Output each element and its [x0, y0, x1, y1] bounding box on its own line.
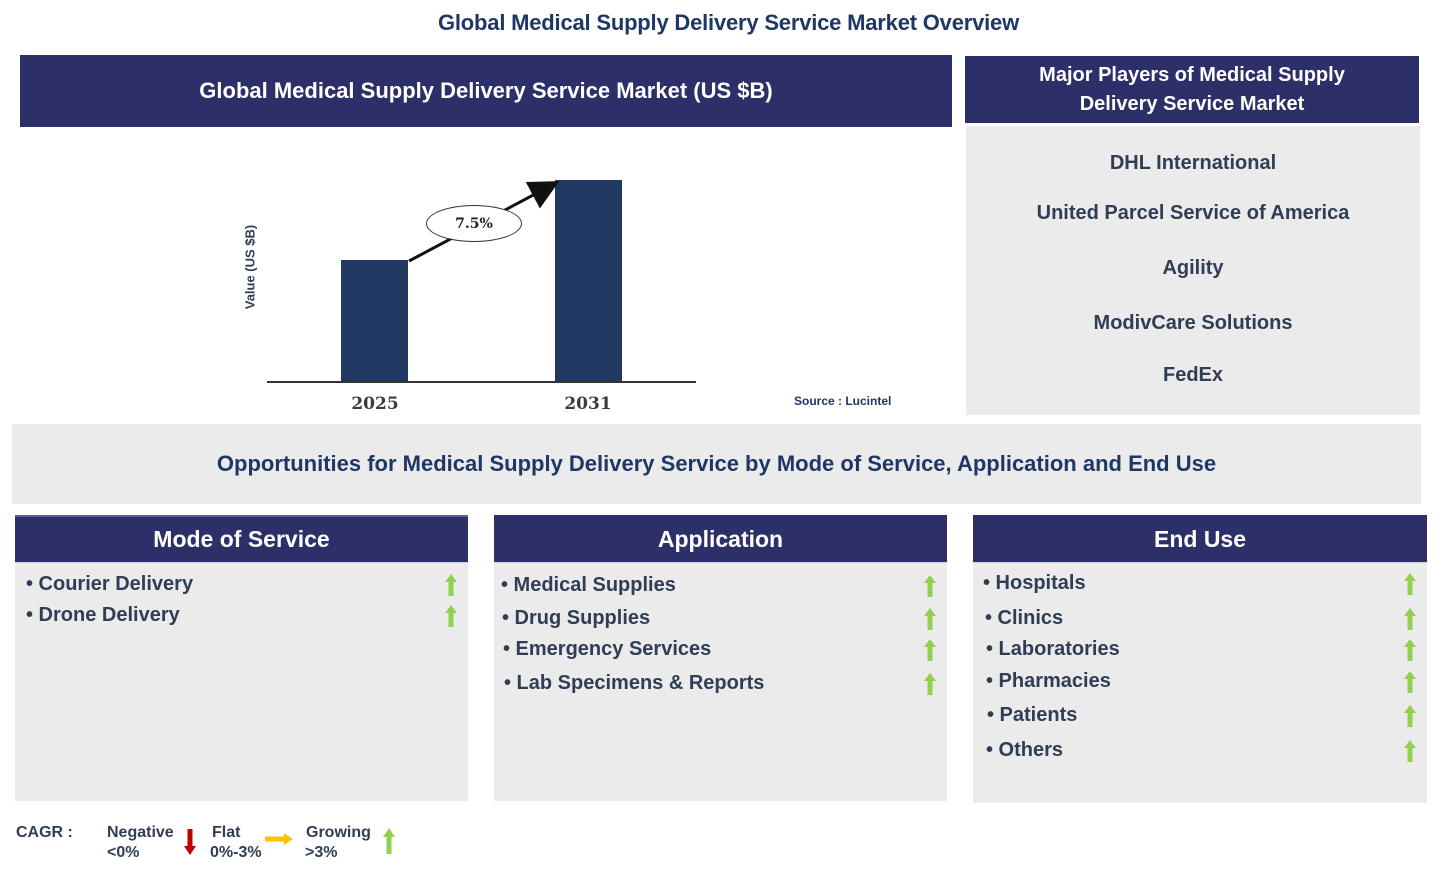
segment-item: • Medical Supplies [501, 574, 937, 597]
segment-item: • Lab Specimens & Reports [504, 672, 937, 695]
x-tick-2031: 2031 [564, 394, 612, 414]
segment-item: • Hospitals [983, 572, 1417, 595]
player-item: FedEx [1162, 364, 1224, 386]
segment-item: • Drone Delivery [26, 604, 458, 627]
segment-body: • Courier Delivery • Drone Delivery [15, 562, 468, 801]
legend-growing-label: Growing [306, 824, 371, 841]
legend-flat-label: Flat [212, 824, 241, 841]
chart-title: Global Medical Supply Delivery Service M… [199, 78, 773, 103]
bar-2025 [341, 260, 408, 381]
player-item: Agility [1162, 257, 1224, 279]
segment-item-label: • Hospitals [983, 572, 1086, 594]
player-item: DHL International [1109, 152, 1277, 174]
growing-arrow-icon [1404, 704, 1416, 727]
player-item: United Parcel Service of America [1036, 202, 1350, 224]
cagr-bubble: 7.5% [426, 205, 522, 242]
growing-arrow-icon [1404, 739, 1416, 762]
segment-item-label: • Clinics [985, 607, 1064, 629]
segment-item: • Others [986, 739, 1417, 762]
segment-item-label: • Drone Delivery [26, 604, 180, 626]
players-header-line1: Major Players of Medical Supply [1039, 63, 1345, 86]
flat-arrow-icon [265, 833, 293, 845]
legend-flat-range: 0%-3% [210, 844, 262, 861]
growing-arrow-icon [445, 573, 457, 596]
players-list: DHL International United Parcel Service … [966, 126, 1420, 415]
bar-2031 [555, 180, 622, 381]
legend-negative-range: <0% [107, 844, 140, 861]
segment-item: • Patients [987, 704, 1417, 727]
page-title: Global Medical Supply Delivery Service M… [437, 10, 1020, 35]
cagr-value: 7.5% [455, 215, 493, 232]
segment-item-label: • Medical Supplies [501, 574, 676, 596]
legend-growing-range: >3% [305, 844, 338, 861]
growing-arrow-icon [445, 604, 457, 627]
legend-title: CAGR : [16, 824, 73, 841]
growing-arrow-icon [924, 638, 936, 661]
growing-arrow-icon [924, 672, 936, 695]
opportunities-banner: Opportunities for Medical Supply Deliver… [12, 424, 1421, 504]
growing-arrow-icon [1404, 638, 1416, 661]
segment-item-label: • Lab Specimens & Reports [504, 672, 765, 694]
players-header-line2: Delivery Service Market [1079, 92, 1305, 115]
segment-item-label: • Courier Delivery [26, 573, 194, 595]
segment-item-label: • Drug Supplies [502, 607, 651, 629]
segment-item: • Drug Supplies [502, 607, 937, 630]
segment-item-label: • Others [986, 739, 1064, 761]
segment-body: • Hospitals • Clinics • Laboratories • P… [973, 562, 1427, 803]
segment-item: • Pharmacies [986, 670, 1417, 693]
segment-item: • Courier Delivery [26, 573, 458, 596]
segment-header: Application [494, 515, 947, 562]
negative-arrow-icon [184, 829, 196, 855]
segment-application: Application • Medical Supplies • Drug Su… [494, 515, 947, 801]
segment-header: Mode of Service [15, 515, 468, 562]
segment-item-label: • Emergency Services [503, 638, 712, 660]
segment-item-label: • Patients [987, 704, 1078, 726]
legend-negative-label: Negative [107, 824, 174, 841]
growing-arrow-icon [924, 607, 936, 630]
growing-arrow-icon [1404, 572, 1416, 595]
cagr-legend: CAGR : Negative <0% Flat 0%-3% Growing >… [16, 823, 436, 867]
player-item: ModivCare Solutions [1093, 312, 1293, 334]
growing-arrow-icon [1404, 607, 1416, 630]
growing-arrow-icon [1404, 670, 1416, 693]
segment-item-label: • Laboratories [986, 638, 1120, 660]
growing-arrow-icon [924, 574, 936, 597]
segment-item: • Clinics [985, 607, 1417, 630]
x-tick-2025: 2025 [351, 394, 399, 414]
players-header: Major Players of Medical Supply Delivery… [965, 56, 1419, 123]
segment-item: • Laboratories [986, 638, 1417, 661]
segment-header: End Use [973, 515, 1427, 562]
segment-item: • Emergency Services [503, 638, 937, 661]
segment-end-use: End Use • Hospitals • Clinics • Laborato… [973, 515, 1427, 803]
opportunities-title: Opportunities for Medical Supply Deliver… [216, 451, 1217, 476]
chart-header: Global Medical Supply Delivery Service M… [20, 55, 952, 127]
source-label: Source : Lucintel [794, 394, 892, 408]
market-bar-chart: Value (US $B) 7.5% 2025 2031 Source : Lu… [20, 127, 952, 420]
segment-body: • Medical Supplies • Drug Supplies • Eme… [494, 562, 947, 801]
cagr-arrow-icon [408, 181, 560, 263]
segment-item-label: • Pharmacies [986, 670, 1111, 692]
segment-mode-of-service: Mode of Service • Courier Delivery • Dro… [15, 515, 468, 801]
growing-arrow-icon [383, 828, 395, 854]
x-axis-line [267, 381, 696, 383]
